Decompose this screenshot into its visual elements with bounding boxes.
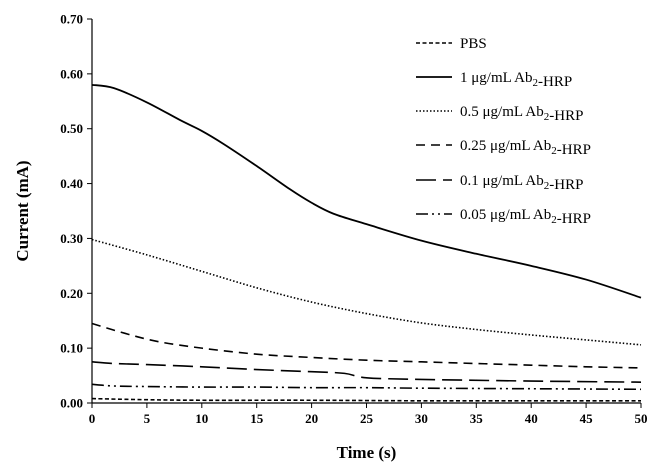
y-ticks: 0.00 0.10 0.20 0.30 0.40 0.50 0.60 0.70 xyxy=(60,12,92,411)
series-line-3 xyxy=(91,322,642,369)
y-tick-label: 0.10 xyxy=(60,341,83,356)
legend-label: 0.05 μg/mL Ab2-HRP xyxy=(460,207,591,227)
x-tick-label: 30 xyxy=(415,411,428,426)
x-tick-label: 45 xyxy=(580,411,594,426)
y-tick-label: 0.20 xyxy=(60,286,83,301)
y-tick-label: 0.50 xyxy=(60,121,83,136)
x-tick-label: 40 xyxy=(525,411,538,426)
series-line-4 xyxy=(91,361,642,383)
y-tick-label: 0.00 xyxy=(60,396,83,411)
y-axis-title: Current (mA) xyxy=(13,160,32,261)
x-tick-label: 25 xyxy=(360,411,374,426)
x-tick-label: 20 xyxy=(305,411,318,426)
series-line-5 xyxy=(91,383,642,391)
legend: PBS 1 μg/mL Ab2-HRP 0.5 μg/mL Ab2-HRP 0.25 … xyxy=(416,36,591,227)
series-line-0 xyxy=(91,397,641,402)
legend-label: 0.25 μg/mL Ab2-HRP xyxy=(460,138,591,158)
x-tick-label: 50 xyxy=(635,411,648,426)
series-layer xyxy=(91,83,642,402)
x-tick-label: 5 xyxy=(144,411,151,426)
legend-label: 0.1 μg/mL Ab2-HRP xyxy=(460,173,583,193)
x-tick-label: 35 xyxy=(470,411,484,426)
legend-label: 1 μg/mL Ab2-HRP xyxy=(460,70,572,90)
legend-label: PBS xyxy=(460,36,487,52)
x-tick-label: 15 xyxy=(250,411,264,426)
series-line-2 xyxy=(91,238,642,346)
series-line-1 xyxy=(91,83,642,299)
y-tick-label: 0.40 xyxy=(60,176,83,191)
x-tick-label: 0 xyxy=(89,411,96,426)
y-tick-label: 0.60 xyxy=(60,66,83,81)
x-axis-title: Time (s) xyxy=(337,443,397,462)
legend-label: 0.5 μg/mL Ab2-HRP xyxy=(460,104,583,124)
y-tick-label: 0.70 xyxy=(60,12,83,27)
x-tick-label: 10 xyxy=(195,411,208,426)
x-ticks: 0 5 10 15 20 25 30 35 40 45 50 xyxy=(89,403,648,426)
y-tick-label: 0.30 xyxy=(60,231,83,246)
